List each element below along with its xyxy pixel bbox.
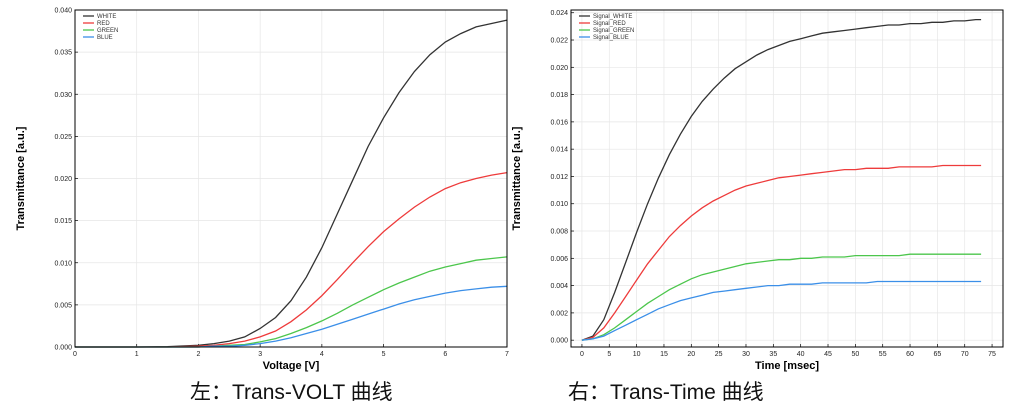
right-y-tick-label: 0.008 <box>550 229 568 236</box>
right-x-tick-label: 60 <box>906 351 914 358</box>
left-plot-frame <box>74 9 508 348</box>
right-x-axis-label: Time [msec] <box>755 360 819 372</box>
right-legend-label: Signal_WHITE <box>593 14 632 20</box>
right-legend-label: Signal_GREEN <box>593 28 634 34</box>
right-series-signal_white <box>581 18 982 341</box>
right-series-signal_red <box>581 164 982 341</box>
right-x-tick-label: 35 <box>769 351 777 358</box>
left-y-tick-label: 0.000 <box>54 345 72 352</box>
right-x-tick-label: 25 <box>715 351 723 358</box>
left-y-tick-label: 0.010 <box>54 260 72 267</box>
left-caption: 左：Trans-VOLT 曲线 <box>190 381 393 404</box>
left-series-blue <box>75 285 508 348</box>
right-y-tick-label: 0.004 <box>550 283 568 290</box>
left-y-axis-label: Transmittance [a.u.] <box>15 126 27 230</box>
left-legend-label: GREEN <box>97 28 118 34</box>
right-x-tick-label: 55 <box>879 351 887 358</box>
right-series-signal_blue <box>581 280 982 341</box>
right-plot-frame <box>570 9 1004 348</box>
left-series-green <box>75 256 508 348</box>
right-y-tick-label: 0.012 <box>550 174 568 181</box>
right-y-tick-label: 0.014 <box>550 147 568 154</box>
left-y-tick-label: 0.035 <box>54 50 72 57</box>
left-x-tick-label: 3 <box>258 351 262 358</box>
right-y-tick-label: 0.000 <box>550 338 568 345</box>
right-x-tick-label: 15 <box>660 351 668 358</box>
right-chart: 0 5 10 15 20 25 30 35 40 45 50 55 60 65 70 75 0.000 0.002… <box>511 9 1004 372</box>
right-legend-label: Signal_BLUE <box>593 35 629 41</box>
left-x-tick-label: 7 <box>505 351 509 358</box>
left-x-tick-label: 0 <box>73 351 77 358</box>
right-x-tick-label: 75 <box>988 351 996 358</box>
right-x-tick-label: 30 <box>742 351 750 358</box>
left-x-tick-label: 2 <box>196 351 200 358</box>
left-y-tick-label: 0.025 <box>54 134 72 141</box>
right-x-tick-label: 45 <box>824 351 832 358</box>
left-chart: 0 1 2 3 4 5 6 7 0.000 0.005 0.010 0.015 0.020 0.025 0.… <box>15 8 509 373</box>
right-y-tick-label: 0.010 <box>550 201 568 208</box>
left-x-tick-label: 4 <box>320 351 324 358</box>
left-series-white <box>75 19 508 348</box>
left-x-tick-label: 1 <box>135 351 139 358</box>
left-x-tick-label: 5 <box>382 351 386 358</box>
right-x-tick-label: 40 <box>797 351 805 358</box>
figure-canvas: 0 1 2 3 4 5 6 70.0000.0050.0100.0150.0200.0250.… <box>15 8 1004 373</box>
left-y-tick-label: 0.020 <box>54 176 72 183</box>
left-y-tick-label: 0.040 <box>54 8 72 15</box>
right-series-signal_green <box>581 253 982 341</box>
right-y-tick-label: 0.006 <box>550 256 568 263</box>
right-x-tick-label: 50 <box>851 351 859 358</box>
right-y-tick-label: 0.016 <box>550 119 568 126</box>
right-legend-label: Signal_RED <box>593 21 626 27</box>
right-x-tick-label: 70 <box>961 351 969 358</box>
right-y-tick-label: 0.020 <box>550 65 568 72</box>
right-x-tick-label: 0 <box>580 351 584 358</box>
left-legend-label: WHITE <box>97 14 116 20</box>
right-caption: 右：Trans-Time 曲线 <box>568 381 764 404</box>
left-x-tick-label: 6 <box>443 351 447 358</box>
right-x-tick-label: 20 <box>687 351 695 358</box>
right-y-tick-label: 0.018 <box>550 92 568 99</box>
right-x-tick-label: 5 <box>607 351 611 358</box>
left-y-tick-label: 0.005 <box>54 302 72 309</box>
left-x-axis-label: Voltage [V] <box>263 360 320 372</box>
right-y-tick-label: 0.002 <box>550 310 568 317</box>
left-y-tick-label: 0.030 <box>54 92 72 99</box>
right-y-tick-label: 0.024 <box>550 10 568 17</box>
left-series-red <box>75 171 508 348</box>
right-x-tick-label: 10 <box>633 351 641 358</box>
right-x-tick-label: 65 <box>933 351 941 358</box>
left-legend-label: RED <box>97 21 110 27</box>
left-y-tick-label: 0.015 <box>54 218 72 225</box>
right-y-tick-label: 0.022 <box>550 38 568 45</box>
left-legend-label: BLUE <box>97 35 113 41</box>
right-y-axis-label: Transmittance [a.u.] <box>511 126 523 230</box>
